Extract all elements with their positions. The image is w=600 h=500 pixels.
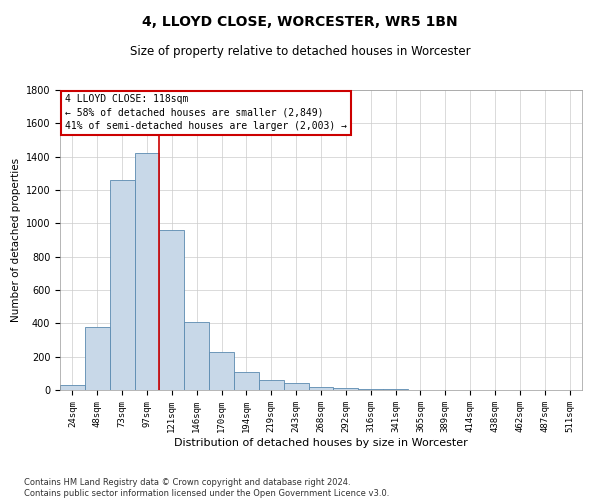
- Bar: [334, 388, 358, 390]
- Bar: [110, 180, 134, 390]
- Bar: [60, 385, 85, 390]
- Bar: [234, 372, 259, 390]
- Bar: [358, 388, 383, 390]
- Text: Size of property relative to detached houses in Worcester: Size of property relative to detached ho…: [130, 45, 470, 58]
- Bar: [284, 384, 308, 390]
- Bar: [308, 386, 334, 390]
- X-axis label: Distribution of detached houses by size in Worcester: Distribution of detached houses by size …: [174, 438, 468, 448]
- Bar: [160, 230, 184, 390]
- Text: Contains HM Land Registry data © Crown copyright and database right 2024.
Contai: Contains HM Land Registry data © Crown c…: [24, 478, 389, 498]
- Bar: [383, 389, 408, 390]
- Text: 4, LLOYD CLOSE, WORCESTER, WR5 1BN: 4, LLOYD CLOSE, WORCESTER, WR5 1BN: [142, 15, 458, 29]
- Bar: [259, 380, 284, 390]
- Text: 4 LLOYD CLOSE: 118sqm
← 58% of detached houses are smaller (2,849)
41% of semi-d: 4 LLOYD CLOSE: 118sqm ← 58% of detached …: [65, 94, 347, 131]
- Y-axis label: Number of detached properties: Number of detached properties: [11, 158, 22, 322]
- Bar: [209, 352, 234, 390]
- Bar: [184, 322, 209, 390]
- Bar: [134, 154, 160, 390]
- Bar: [85, 326, 110, 390]
